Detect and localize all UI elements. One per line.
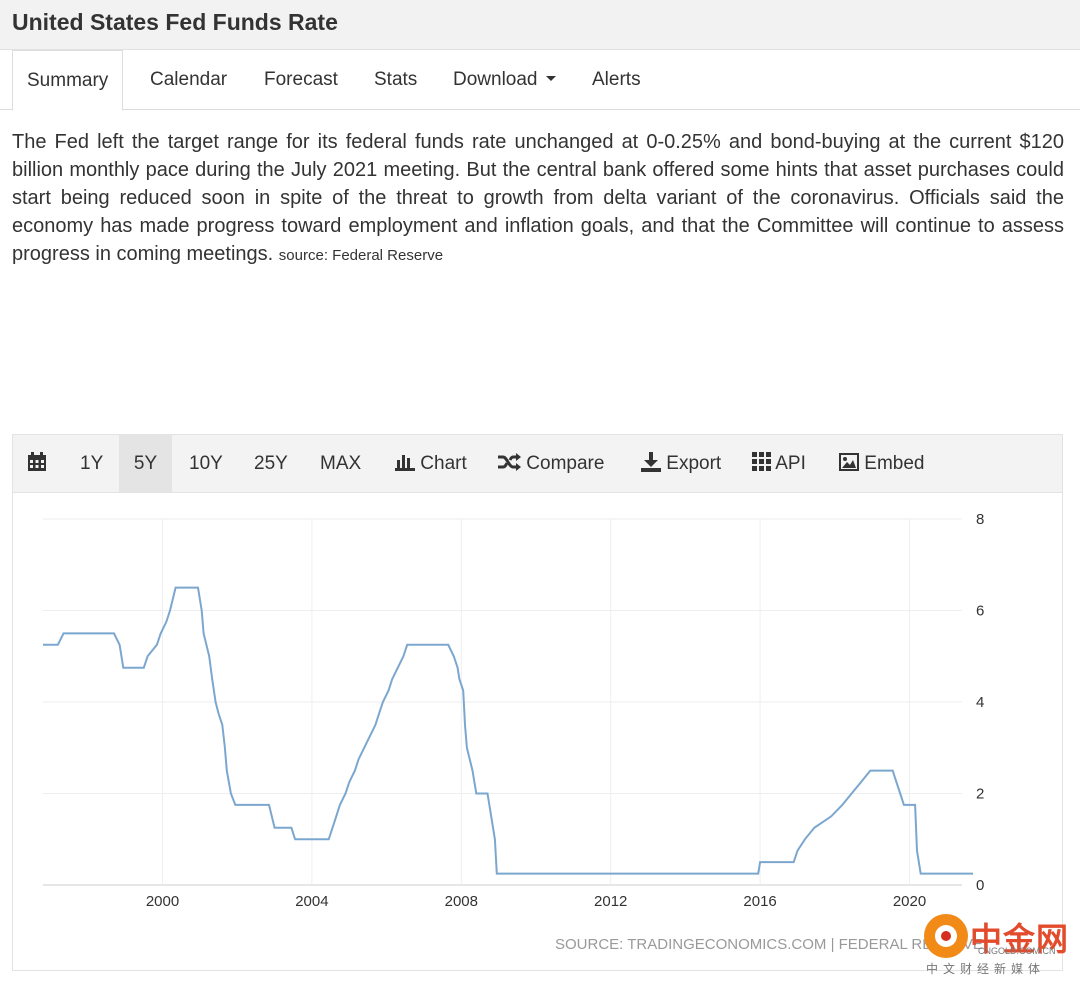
tab-forecast[interactable]: Forecast	[264, 69, 338, 90]
export-button[interactable]: Export	[641, 435, 721, 492]
chart-grid	[43, 518, 962, 886]
y-tick-label: 4	[976, 694, 984, 711]
watermark: 中金网 CNGOLD.COM.CN 中文财经新媒体	[922, 912, 1080, 985]
x-tick-label: 2020	[893, 893, 926, 910]
range-5y-label: 5Y	[133, 453, 158, 474]
y-tick-label: 6	[976, 603, 984, 620]
description-source: source: Federal Reserve	[278, 247, 444, 264]
tab-alerts[interactable]: Alerts	[592, 69, 641, 90]
range-25y-label: 25Y	[254, 453, 288, 474]
chart-button-label: Chart	[420, 453, 467, 474]
x-tick-label: 2016	[743, 893, 776, 910]
range-1y[interactable]: 1Y	[80, 435, 103, 492]
tab-download[interactable]: Download	[453, 50, 556, 110]
compare-button-label: Compare	[526, 453, 605, 474]
grid-icon	[752, 452, 771, 472]
tab-bar: Summary Calendar Forecast Stats Download…	[0, 50, 1080, 111]
title-bar: United States Fed Funds Rate	[0, 0, 1080, 50]
tab-summary[interactable]: Summary	[12, 50, 124, 111]
range-25y[interactable]: 25Y	[254, 435, 288, 492]
range-10y[interactable]: 10Y	[189, 435, 223, 492]
api-button[interactable]: API	[752, 435, 806, 492]
watermark-site: CNGOLD.COM.CN	[978, 946, 1056, 956]
range-10y-label: 10Y	[189, 453, 223, 474]
x-tick-label: 2004	[295, 893, 328, 910]
range-max[interactable]: MAX	[320, 435, 361, 492]
x-tick-label: 2012	[594, 893, 627, 910]
api-button-label: API	[775, 453, 806, 474]
download-icon	[641, 451, 661, 472]
calendar-icon[interactable]	[27, 435, 47, 492]
y-tick-label: 0	[976, 877, 984, 894]
x-tick-label: 2000	[146, 893, 179, 910]
x-axis-ticks: 2000 2004 2008 2012 2016 2020	[146, 893, 926, 910]
description: The Fed left the target range for its fe…	[12, 128, 1064, 270]
tab-download-label: Download	[453, 69, 538, 90]
bar-chart-icon	[395, 454, 415, 471]
chart-button[interactable]: Chart	[395, 435, 467, 492]
y-tick-label: 2	[976, 786, 984, 803]
watermark-tagline: 中文财经新媒体	[926, 962, 1046, 976]
series-line	[43, 586, 973, 875]
tab-stats[interactable]: Stats	[374, 69, 418, 90]
chart-panel: 1Y 5Y 10Y 25Y MAX Chart Compare Export A…	[12, 434, 1063, 971]
page-title: United States Fed Funds Rate	[12, 9, 338, 35]
cngold-logo-icon	[924, 914, 968, 958]
range-5y[interactable]: 5Y	[119, 435, 172, 492]
watermark-chinese: 中金网	[970, 920, 1070, 958]
shuffle-icon	[498, 452, 521, 471]
embed-button-label: Embed	[864, 453, 925, 474]
embed-button[interactable]: Embed	[839, 435, 924, 492]
chart-source: SOURCE: TRADINGECONOMICS.COM | FEDERAL R…	[555, 936, 983, 953]
caret-down-icon	[545, 76, 556, 82]
range-1y-label: 1Y	[80, 453, 104, 474]
range-max-label: MAX	[320, 453, 362, 474]
x-tick-label: 2008	[445, 893, 478, 910]
compare-button[interactable]: Compare	[497, 435, 604, 492]
chart-toolbar: 1Y 5Y 10Y 25Y MAX Chart Compare Export A…	[13, 435, 1062, 493]
tab-calendar[interactable]: Calendar	[150, 69, 228, 90]
y-tick-label: 8	[976, 511, 984, 528]
y-axis-ticks: 0 2 4 6 8	[976, 511, 984, 894]
description-text: The Fed left the target range for its fe…	[12, 131, 1064, 265]
export-button-label: Export	[666, 453, 722, 474]
image-icon	[839, 452, 859, 471]
